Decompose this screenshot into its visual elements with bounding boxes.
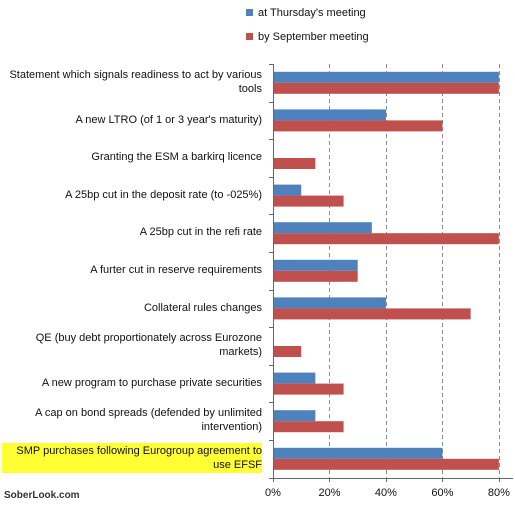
bar-september-0 <box>274 82 499 94</box>
bar-thursday-1 <box>274 109 386 121</box>
bar-september-7 <box>274 346 302 357</box>
legend-swatch-thursday <box>246 9 253 16</box>
category-label-text: Statement which signals readiness to act… <box>9 69 262 95</box>
bar-september-1 <box>274 120 443 132</box>
bar-thursday-6 <box>274 297 386 309</box>
x-tick-label-0: 0% <box>265 487 281 499</box>
bar-thursday-5 <box>274 259 358 271</box>
bar-thursday-9 <box>274 410 316 422</box>
bar-september-6 <box>274 308 471 320</box>
x-tick-label-1: 20% <box>318 487 340 499</box>
legend: at Thursday's meeting by September meetin… <box>246 7 369 43</box>
bar-thursday-3 <box>274 184 302 196</box>
category-label-2: Granting the ESM a barkirq licence <box>2 139 264 175</box>
category-label-3: A 25bp cut in the deposit rate (to -025%… <box>2 177 264 213</box>
bar-thursday-10 <box>274 447 443 459</box>
watermark: SoberLook.com <box>4 490 80 501</box>
legend-label-september: by September meeting <box>258 31 369 43</box>
bar-thursday-8 <box>274 372 316 384</box>
x-tick-label-4: 80% <box>488 487 510 499</box>
bar-thursday-0 <box>274 71 499 83</box>
legend-label-thursday: at Thursday's meeting <box>258 7 366 19</box>
category-label-text: Granting the ESM a barkirq licence <box>91 151 262 164</box>
category-label-7: QE (buy debt proportionately across Euro… <box>2 327 264 363</box>
category-label-text: A new program to purchase private securi… <box>41 376 262 389</box>
category-label-text: A 25bp cut in the deposit rate (to -025%… <box>65 188 262 201</box>
bar-thursday-4 <box>274 222 372 234</box>
category-label-text: A new LTRO (of 1 or 3 year's maturity) <box>75 113 262 126</box>
bar-september-10 <box>274 458 499 470</box>
category-label-text: Collateral rules changes <box>143 301 262 314</box>
category-label-10: SMP purchases following Eurogroup agreem… <box>2 440 264 476</box>
category-label-0: Statement which signals readiness to act… <box>2 64 264 100</box>
bars <box>274 71 499 470</box>
bar-september-2 <box>274 158 316 169</box>
x-tick-label-2: 40% <box>375 487 397 499</box>
bar-september-9 <box>274 421 344 433</box>
bar-september-8 <box>274 383 344 395</box>
bar-september-4 <box>274 233 499 245</box>
category-label-5: A furter cut in reserve requirements <box>2 252 264 288</box>
category-label-text: QE (buy debt proportionately across Euro… <box>35 332 262 359</box>
category-label-8: A new program to purchase private securi… <box>2 365 264 401</box>
category-label-text: A furter cut in reserve requirements <box>90 264 262 276</box>
legend-swatch-september <box>246 33 253 40</box>
category-label-6: Collateral rules changes <box>2 290 264 326</box>
bar-september-5 <box>274 270 358 282</box>
category-label-text: A 25bp cut in the refi rate <box>139 226 262 239</box>
category-label-4: A 25bp cut in the refi rate <box>2 214 264 250</box>
category-label-1: A new LTRO (of 1 or 3 year's maturity) <box>2 102 264 138</box>
x-tick-label-3: 60% <box>431 487 453 499</box>
category-label-text: A cap on bond spreads (defended by unlim… <box>35 407 262 434</box>
bar-september-3 <box>274 195 344 207</box>
axes <box>269 64 513 482</box>
x-tick-labels: 0% 20% 40% 60% 80% <box>265 487 510 499</box>
category-label-text: SMP purchases following Eurogroup agreem… <box>2 443 262 473</box>
category-label-9: A cap on bond spreads (defended by unlim… <box>2 402 264 438</box>
